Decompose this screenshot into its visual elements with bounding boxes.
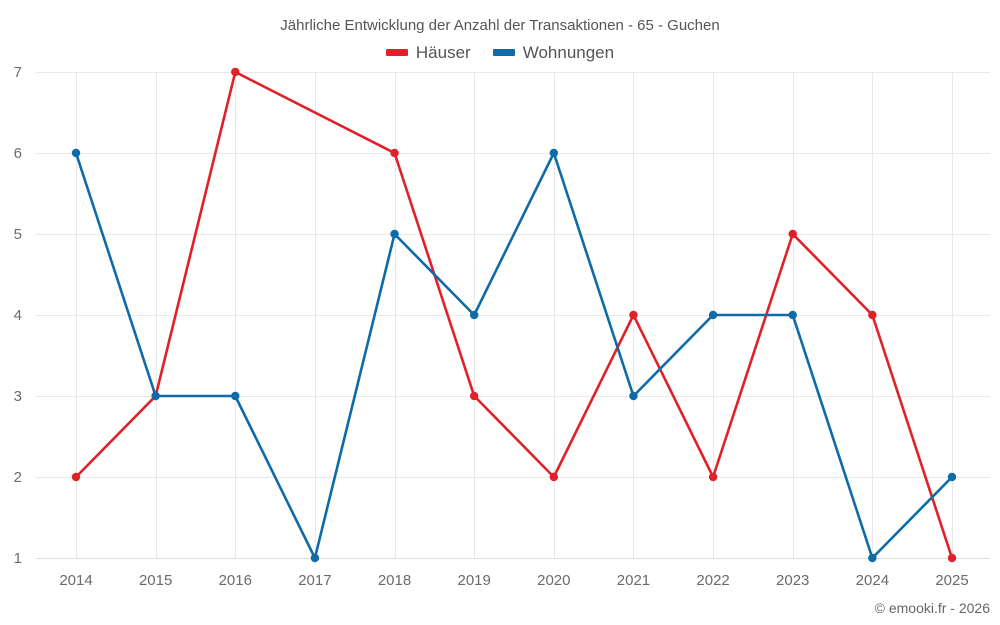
series-line-wohnungen bbox=[74, 151, 954, 560]
data-point-marker[interactable] bbox=[469, 391, 479, 401]
data-point-marker[interactable] bbox=[549, 472, 559, 482]
y-axis-tick-label: 5 bbox=[14, 226, 22, 243]
copyright-credit: © emooki.fr - 2026 bbox=[874, 600, 990, 616]
gridlines bbox=[36, 72, 990, 558]
data-point-marker[interactable] bbox=[788, 310, 797, 320]
legend-label-wohnungen: Wohnungen bbox=[522, 43, 615, 62]
x-axis-tick-label: 2018 bbox=[378, 572, 411, 589]
legend-item-haeuser[interactable]: Häuser bbox=[385, 43, 471, 62]
x-axis-tick-label: 2017 bbox=[298, 572, 331, 589]
data-point-marker[interactable] bbox=[868, 553, 877, 563]
x-axis-tick-label: 2023 bbox=[776, 572, 809, 589]
data-point-marker[interactable] bbox=[708, 310, 718, 320]
data-point-marker[interactable] bbox=[231, 391, 240, 401]
data-point-marker[interactable] bbox=[947, 472, 957, 482]
x-axis-tick-label: 2022 bbox=[696, 572, 729, 589]
data-point-marker[interactable] bbox=[310, 553, 320, 563]
x-axis-tick-label: 2016 bbox=[219, 572, 252, 589]
data-point-marker[interactable] bbox=[469, 310, 479, 320]
data-point-marker[interactable] bbox=[71, 472, 81, 482]
legend-item-wohnungen[interactable]: Wohnungen bbox=[492, 43, 615, 62]
x-axis-tick-label: 2024 bbox=[856, 572, 889, 589]
y-axis-tick-label: 6 bbox=[14, 145, 22, 162]
x-axis-tick-label: 2015 bbox=[139, 572, 172, 589]
data-point-marker[interactable] bbox=[788, 229, 797, 239]
x-axis-tick-label: 2021 bbox=[617, 572, 650, 589]
x-axis-tick-label: 2014 bbox=[59, 572, 92, 589]
data-point-marker[interactable] bbox=[947, 553, 957, 563]
y-axis-tick-label: 2 bbox=[14, 469, 22, 486]
legend-swatch-haeuser bbox=[385, 49, 408, 56]
chart-title: Jährliche Entwicklung der Anzahl der Tra… bbox=[280, 17, 720, 34]
data-point-marker[interactable] bbox=[549, 148, 559, 158]
legend-swatch-wohnungen bbox=[492, 49, 515, 56]
data-markers bbox=[71, 67, 957, 563]
data-point-marker[interactable] bbox=[390, 229, 399, 239]
data-point-marker[interactable] bbox=[151, 391, 160, 401]
y-axis-tick-label: 1 bbox=[14, 550, 22, 567]
y-axis-tick-label: 7 bbox=[14, 64, 22, 81]
x-axis-ticks: 2014 2015 2016 2017 2018 2019 2020 2021 2022 2023… bbox=[59, 572, 968, 589]
y-axis-tick-label: 3 bbox=[14, 388, 22, 405]
data-point-marker[interactable] bbox=[629, 310, 638, 320]
legend-label-haeuser: Häuser bbox=[415, 43, 471, 62]
data-point-marker[interactable] bbox=[629, 391, 638, 401]
data-point-marker[interactable] bbox=[708, 472, 718, 482]
y-axis-tick-label: 4 bbox=[14, 307, 22, 324]
x-axis-tick-label: 2025 bbox=[935, 572, 968, 589]
data-point-marker[interactable] bbox=[868, 310, 877, 320]
data-point-marker[interactable] bbox=[390, 148, 399, 158]
chart-legend: Häuser Wohnungen bbox=[0, 44, 1000, 61]
y-axis-ticks: 1 2 3 4 5 6 7 bbox=[14, 64, 22, 567]
data-point-marker[interactable] bbox=[71, 148, 81, 158]
data-point-marker[interactable] bbox=[231, 67, 240, 77]
x-axis-tick-label: 2020 bbox=[537, 572, 570, 589]
x-axis-tick-label: 2019 bbox=[457, 572, 490, 589]
